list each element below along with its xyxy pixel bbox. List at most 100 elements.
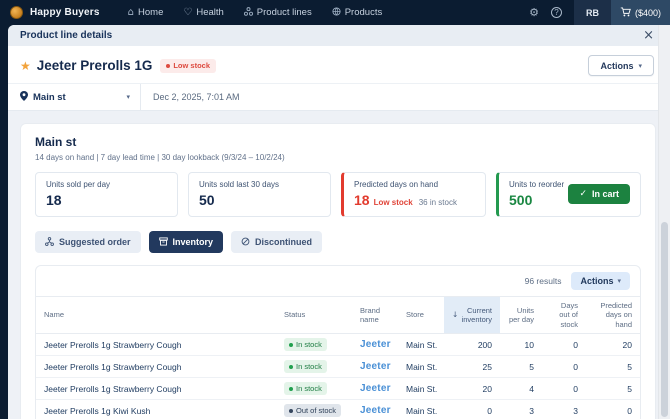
location-pin-icon [20,90,28,104]
predicted-days-on-hand-cell: 20 [586,333,640,357]
tab-discontinued[interactable]: Discontinued [231,231,323,253]
status-text: In stock [296,340,322,350]
table-toolbar: 96 results Actions ▾ [36,266,640,296]
favorite-star-icon[interactable]: ★ [20,58,31,73]
chevron-down-icon: ▾ [126,93,130,101]
brand-name: Happy Buyers [30,7,100,18]
col-name[interactable]: Name [36,295,276,335]
inventory-table-card: 96 results Actions ▾ Name Status [35,265,641,419]
suggested-order-icon [45,236,54,248]
col-units-per-day[interactable]: Units per day [500,295,542,335]
units-per-day-cell: 10 [500,333,542,357]
status-text: In stock [296,384,322,394]
nav-item-home[interactable]: ⌂ Home [128,7,164,18]
brand-link[interactable]: Jeeter [352,399,398,419]
cart-button[interactable]: ($400) [610,0,670,25]
stat-units-sold-last-30-days: Units sold last 30 days 50 [188,172,331,217]
units-per-day-cell: 5 [500,355,542,379]
scrollbar-thumb[interactable] [661,222,668,417]
table-row[interactable]: Jeeter Prerolls 1g Kiwi Kush Out of stoc… [36,399,640,419]
heart-icon: ♡ [183,7,193,18]
table-row[interactable]: Jeeter Prerolls 1g Strawberry Cough In s… [36,355,640,379]
nav-label: Home [138,7,164,18]
divider [140,84,141,110]
stat-value: 50 [199,192,215,208]
product-name-cell: Jeeter Prerolls 1g Strawberry Cough [36,333,276,357]
col-predicted-days-on-hand[interactable]: Predicted days on hand [586,295,640,335]
status-dot-icon [289,408,293,413]
top-navigation: Happy Buyers ⌂ Home ♡ Health Product lin… [0,0,670,25]
table-actions-button[interactable]: Actions ▾ [571,272,630,290]
tab-suggested-order[interactable]: Suggested order [35,231,141,253]
table-row[interactable]: Jeeter Prerolls 1g Strawberry Cough In s… [36,377,640,401]
status-text: In stock [296,362,322,372]
brand-link[interactable]: Jeeter [352,333,398,357]
results-count: 96 results [524,276,562,286]
current-inventory-cell: 25 [444,355,500,379]
product-lines-icon [243,6,253,19]
status-dot-icon [289,386,293,391]
col-store[interactable]: Store [398,295,444,335]
table-body: Jeeter Prerolls 1g Strawberry Cough In s… [36,333,640,419]
days-out-of-stock-cell: 0 [542,377,586,401]
products-icon [332,6,341,19]
nav-item-products[interactable]: Products [332,6,382,19]
chevron-down-icon: ▾ [617,277,621,285]
days-out-of-stock-cell: 0 [542,355,586,379]
product-name-cell: Jeeter Prerolls 1g Strawberry Cough [36,355,276,379]
col-current-inventory-sorted[interactable]: ↓ Current inventory [444,295,500,335]
stat-units-sold-per-day: Units sold per day 18 [35,172,178,217]
status-badge: In stock [284,360,327,374]
status-cell: In stock [276,377,352,401]
chevron-down-icon: ▾ [638,61,642,70]
tab-inventory[interactable]: Inventory [148,231,224,253]
cart-icon [620,6,631,19]
nav-label: Health [196,7,224,18]
vertical-scrollbar[interactable] [658,25,670,419]
status-cell: Out of stock [276,399,352,419]
stat-value: 18 [46,192,62,208]
close-icon[interactable]: × [643,28,654,43]
stat-value: 500 [509,192,533,208]
panel-title: Product line details [20,30,113,41]
col-brand-name[interactable]: Brand name [352,295,398,335]
status-text: Out of stock [296,406,337,416]
table-row[interactable]: Jeeter Prerolls 1g Strawberry Cough In s… [36,333,640,357]
days-out-of-stock-cell: 3 [542,399,586,419]
stat-predicted-days-on-hand: Predicted days on hand 18 Low stock 36 in … [341,172,486,217]
report-datetime: Dec 2, 2025, 7:01 AM [153,92,240,102]
stat-units-to-reorder: Units to reorder 500 ✓ In cart [496,172,641,217]
user-avatar[interactable]: RB [573,0,611,25]
col-days-out-of-stock[interactable]: Days out of stock [542,295,586,335]
store-cell: Main St. [398,333,444,357]
stat-value: 18 Low stock 36 in stock [354,192,457,208]
store-meta: 14 days on hand | 7 day lead time | 30 d… [35,153,285,162]
product-title-row: ★ Jeeter Prerolls 1G Low stock Actions ▾ [8,46,670,83]
store-name-heading: Main st [35,135,77,149]
nav-item-product-lines[interactable]: Product lines [243,6,312,19]
nav-item-health[interactable]: ♡ Health [183,7,223,18]
panel-header: Product line details × [8,25,670,46]
low-stock-label: Low stock [373,198,413,207]
low-stock-badge: Low stock [160,58,217,73]
predicted-days-on-hand-cell: 5 [586,355,640,379]
brand-link[interactable]: Jeeter [352,377,398,401]
view-tabs: Suggested order Inventory Discontinued [35,231,641,253]
location-select[interactable]: Main st ▾ [20,90,130,104]
status-badge: In stock [284,338,327,352]
product-line-details-panel: Product line details × ★ Jeeter Prerolls… [8,25,670,419]
product-name-cell: Jeeter Prerolls 1g Kiwi Kush [36,399,276,419]
status-dot [166,63,171,68]
help-icon[interactable]: ? [550,7,562,18]
actions-button[interactable]: Actions ▾ [588,55,654,76]
product-title: Jeeter Prerolls 1G [36,58,153,73]
status-cell: In stock [276,355,352,379]
col-status[interactable]: Status [276,295,352,335]
brand-link[interactable]: Jeeter [352,355,398,379]
predicted-days-on-hand-cell: 5 [586,377,640,401]
settings-gear-icon[interactable]: ⚙ [529,6,539,19]
status-badge: In stock [284,382,327,396]
units-per-day-cell: 4 [500,377,542,401]
inventory-box-icon [158,236,168,248]
in-cart-button[interactable]: ✓ In cart [568,184,630,204]
